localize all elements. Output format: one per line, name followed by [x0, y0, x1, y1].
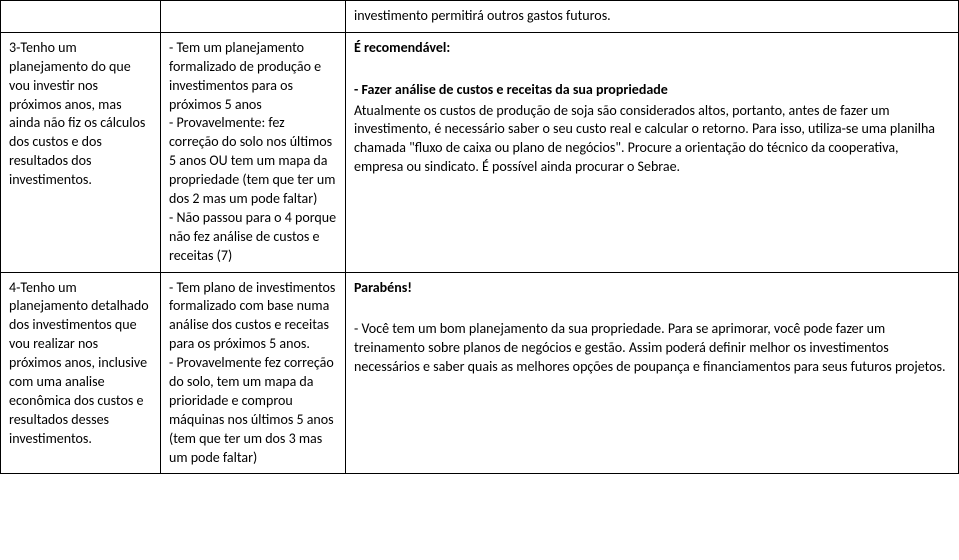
text: investimento permitirá outros gastos fut… — [354, 7, 611, 24]
congrats-heading: Parabéns! — [354, 279, 950, 298]
cell-r1-c0: 3-Tenho um planejamento do que vou inves… — [1, 32, 161, 272]
text: - Tem um planejamento formalizado de pro… — [169, 39, 336, 264]
cell-r2-c0: 4-Tenho um planejamento detalhado dos in… — [1, 272, 161, 474]
cell-r1-c2: É recomendável: - Fazer análise de custo… — [346, 32, 959, 272]
cell-r2-c2: Parabéns! - Você tem um bom planejamento… — [346, 272, 959, 474]
cell-r1-c1: - Tem um planejamento formalizado de pro… — [161, 32, 346, 272]
document-table: investimento permitirá outros gastos fut… — [0, 0, 959, 474]
cell-r0-c2: investimento permitirá outros gastos fut… — [346, 1, 959, 33]
cell-r2-c1: - Tem plano de investimentos formalizado… — [161, 272, 346, 474]
table-row: 4-Tenho um planejamento detalhado dos in… — [1, 272, 959, 474]
cell-r0-c1 — [161, 1, 346, 33]
table-row: 3-Tenho um planejamento do que vou inves… — [1, 32, 959, 272]
text: 3-Tenho um planejamento do que vou inves… — [9, 39, 145, 188]
text: - Tem plano de investimentos formalizado… — [169, 279, 335, 466]
congrats-body: - Você tem um bom planejamento da sua pr… — [354, 320, 946, 375]
cell-r0-c0 — [1, 1, 161, 33]
recommendation-body: Atualmente os custos de produção de soja… — [354, 102, 935, 176]
text: 4-Tenho um planejamento detalhado dos in… — [9, 279, 149, 447]
recommendation-subheading: - Fazer análise de custos e receitas da … — [354, 81, 668, 98]
recommendation-heading: É recomendável: — [354, 39, 950, 58]
table-row: investimento permitirá outros gastos fut… — [1, 1, 959, 33]
